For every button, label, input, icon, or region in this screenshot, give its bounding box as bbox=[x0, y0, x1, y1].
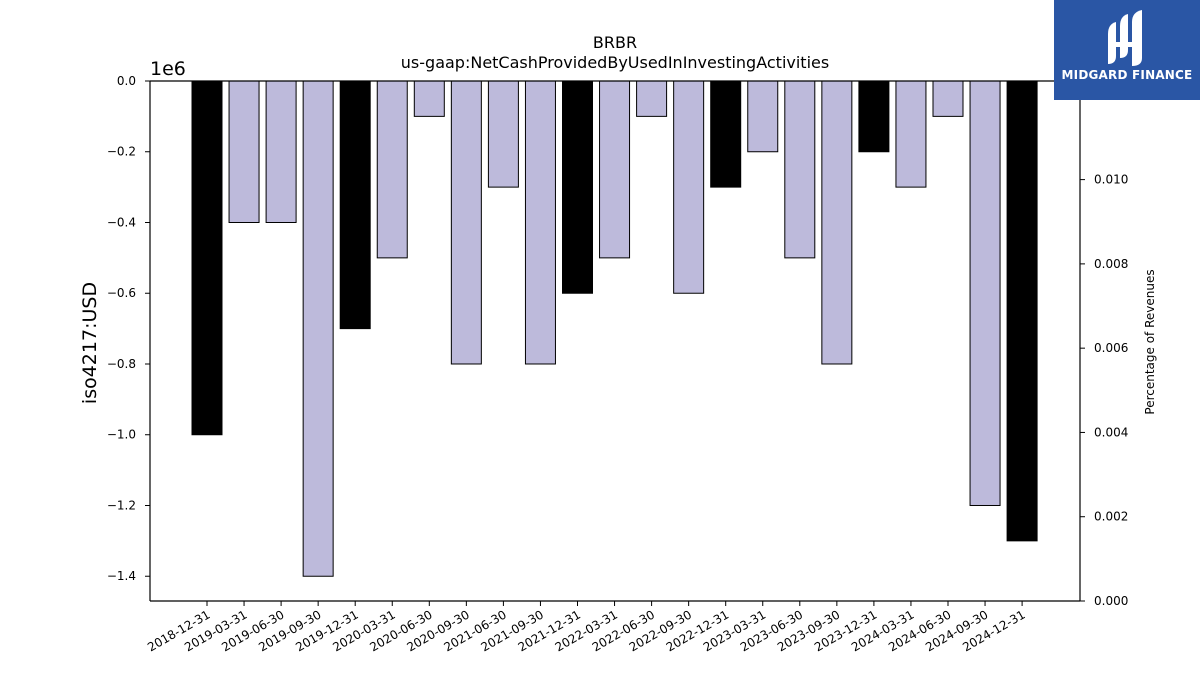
y-axis-label: iso4217:USD bbox=[79, 282, 101, 404]
bar-2022-09-30 bbox=[673, 80, 705, 294]
y-tick-label: −1.4 bbox=[107, 569, 136, 583]
y2-tick-label: 0.000 bbox=[1094, 594, 1128, 608]
bar-2021-09-30 bbox=[524, 80, 556, 365]
bar-2019-09-30 bbox=[302, 80, 334, 577]
y-tick-label: 0.0 bbox=[117, 74, 136, 88]
bar-2019-12-31 bbox=[339, 80, 371, 330]
y-tick-label: −1.2 bbox=[107, 498, 136, 512]
bar-2024-09-30 bbox=[969, 80, 1001, 506]
bar-2023-09-30 bbox=[821, 80, 853, 365]
y-tick-label: −0.2 bbox=[107, 145, 136, 159]
y2-axis-label: Percentage of Revenues bbox=[1143, 269, 1157, 414]
bar-2023-03-31 bbox=[747, 80, 779, 153]
bar-2023-12-31 bbox=[858, 80, 890, 153]
bar-2020-09-30 bbox=[450, 80, 482, 365]
bar-2018-12-31 bbox=[191, 80, 223, 436]
bar-2019-06-30 bbox=[265, 80, 297, 223]
midgard-logo-icon bbox=[1108, 10, 1142, 66]
y2-tick-label: 0.010 bbox=[1094, 173, 1128, 187]
chart-title: BRBR bbox=[593, 33, 637, 52]
bar-2021-12-31 bbox=[562, 80, 593, 294]
y-tick-label: −0.4 bbox=[107, 215, 136, 229]
y2-tick-label: 0.008 bbox=[1094, 257, 1128, 271]
logo: MIDGARD FINANCE bbox=[1054, 0, 1200, 100]
bar-2023-06-30 bbox=[784, 80, 816, 259]
y2-tick-label: 0.004 bbox=[1094, 425, 1128, 439]
y2-tick-label: 0.002 bbox=[1094, 510, 1128, 524]
bar-2020-03-31 bbox=[376, 80, 408, 259]
y2-tick-label: 0.006 bbox=[1094, 341, 1128, 355]
bar-2024-03-31 bbox=[895, 80, 927, 188]
y-tick-label: −0.8 bbox=[107, 357, 136, 371]
y-tick-label: −1.0 bbox=[107, 428, 136, 442]
bar-2024-06-30 bbox=[932, 80, 964, 117]
bar-2024-12-31 bbox=[1006, 80, 1038, 542]
bar-2022-12-31 bbox=[710, 80, 742, 188]
chart-subtitle: us-gaap:NetCashProvidedByUsedInInvesting… bbox=[401, 53, 829, 72]
bar-2022-03-31 bbox=[599, 80, 631, 259]
y-offset-label: 1e6 bbox=[150, 58, 186, 80]
bar-2019-03-31 bbox=[228, 80, 260, 223]
y-tick-label: −0.6 bbox=[107, 286, 136, 300]
bar-2021-06-30 bbox=[487, 80, 519, 188]
logo-text: MIDGARD FINANCE bbox=[1061, 68, 1193, 82]
bar-2020-06-30 bbox=[413, 80, 445, 117]
bar-2022-06-30 bbox=[636, 80, 668, 117]
